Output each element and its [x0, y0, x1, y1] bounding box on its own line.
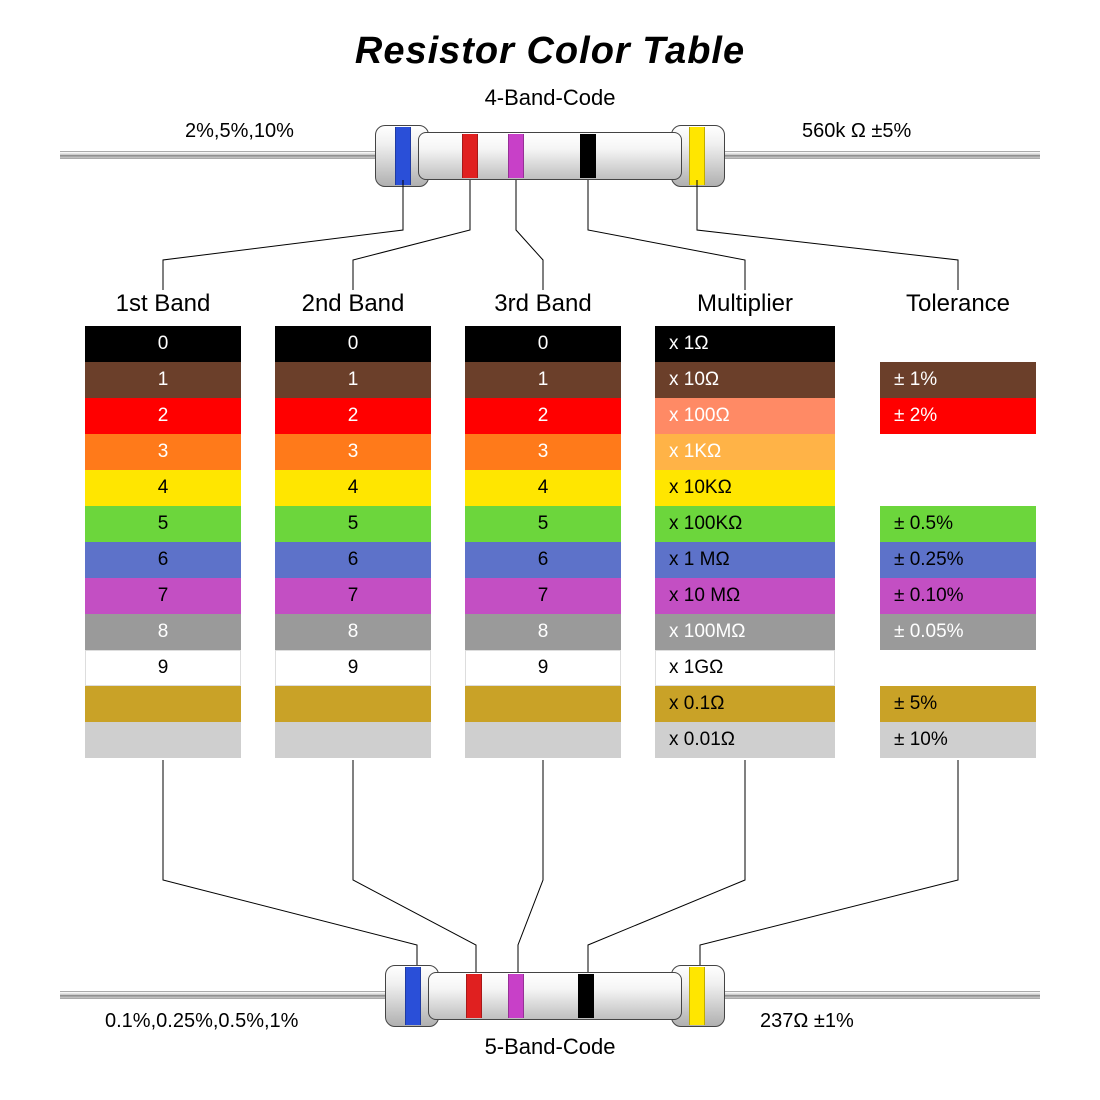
- color-cell: 1: [465, 362, 621, 398]
- top-band-4: [580, 134, 596, 178]
- color-cell: [85, 686, 241, 722]
- col-4: Multiplier x 1Ωx 10Ωx 100Ωx 1KΩx 10KΩx 1…: [655, 290, 835, 758]
- color-cell: 4: [85, 470, 241, 506]
- color-cell: 2: [85, 398, 241, 434]
- color-cell: x 100KΩ: [655, 506, 835, 542]
- col-2: 2nd Band 0123456789: [275, 290, 431, 758]
- color-cell: 5: [275, 506, 431, 542]
- color-cell: ± 2%: [880, 398, 1036, 434]
- bot-band-5: [689, 967, 705, 1025]
- color-cell: 9: [465, 650, 621, 686]
- color-cell: 8: [465, 614, 621, 650]
- color-cell: x 1 MΩ: [655, 542, 835, 578]
- color-cell: 6: [275, 542, 431, 578]
- color-cell: ± 0.5%: [880, 506, 1036, 542]
- color-cell: x 1GΩ: [655, 650, 835, 686]
- color-cell: 0: [85, 326, 241, 362]
- color-cell: x 0.1Ω: [655, 686, 835, 722]
- top-band-2: [462, 134, 478, 178]
- top-band-1: [395, 127, 411, 185]
- color-cell: 5: [465, 506, 621, 542]
- top-band-3: [508, 134, 524, 178]
- color-cell: 3: [465, 434, 621, 470]
- bot-band-4: [578, 974, 594, 1018]
- color-cell: [465, 722, 621, 758]
- col-header-5: Tolerance: [880, 290, 1036, 318]
- color-cell: 6: [465, 542, 621, 578]
- color-cell: [275, 686, 431, 722]
- bot-band-3: [508, 974, 524, 1018]
- color-cell: x 1Ω: [655, 326, 835, 362]
- color-cell: 7: [465, 578, 621, 614]
- color-cell: 7: [275, 578, 431, 614]
- color-cell: 8: [275, 614, 431, 650]
- color-cell: ± 0.05%: [880, 614, 1036, 650]
- color-cell: [465, 686, 621, 722]
- color-cell: 0: [465, 326, 621, 362]
- color-cell: x 10KΩ: [655, 470, 835, 506]
- col-header-1: 1st Band: [85, 290, 241, 318]
- bot-right-text: 237Ω ±1%: [760, 1010, 854, 1033]
- color-cell: ± 10%: [880, 722, 1036, 758]
- top-band-5: [689, 127, 705, 185]
- color-cell: x 100MΩ: [655, 614, 835, 650]
- bot-band-2: [466, 974, 482, 1018]
- color-cell: [85, 722, 241, 758]
- col-3: 3rd Band 0123456789: [465, 290, 621, 758]
- tolerance-gap: [880, 650, 1036, 686]
- bottom-resistor-label: 5-Band-Code: [0, 1034, 1100, 1060]
- col-header-4: Multiplier: [655, 290, 835, 318]
- col-header-3: 3rd Band: [465, 290, 621, 318]
- color-cell: [275, 722, 431, 758]
- color-cell: 4: [275, 470, 431, 506]
- color-cell: 2: [465, 398, 621, 434]
- color-cell: 0: [275, 326, 431, 362]
- tolerance-gap: [880, 434, 1036, 470]
- color-cell: 8: [85, 614, 241, 650]
- color-cell: ± 5%: [880, 686, 1036, 722]
- color-cell: 2: [275, 398, 431, 434]
- page-title: Resistor Color Table: [0, 30, 1100, 73]
- color-cell: 7: [85, 578, 241, 614]
- tolerance-gap: [880, 470, 1036, 506]
- color-cell: ± 0.25%: [880, 542, 1036, 578]
- color-cell: 1: [275, 362, 431, 398]
- color-cell: ± 0.10%: [880, 578, 1036, 614]
- tolerance-gap: [880, 326, 1036, 362]
- color-cell: x 1KΩ: [655, 434, 835, 470]
- color-cell: 3: [85, 434, 241, 470]
- top-resistor: [0, 115, 1100, 195]
- color-cell: x 0.01Ω: [655, 722, 835, 758]
- color-cell: 6: [85, 542, 241, 578]
- color-cell: 4: [465, 470, 621, 506]
- bot-band-1: [405, 967, 421, 1025]
- color-cell: x 10Ω: [655, 362, 835, 398]
- color-cell: x 100Ω: [655, 398, 835, 434]
- color-cell: 9: [275, 650, 431, 686]
- top-resistor-label: 4-Band-Code: [0, 85, 1100, 111]
- col-5: Tolerance ± 1%± 2%± 0.5%± 0.25%± 0.10%± …: [880, 290, 1036, 758]
- color-cell: ± 1%: [880, 362, 1036, 398]
- color-cell: 9: [85, 650, 241, 686]
- bot-left-text: 0.1%,0.25%,0.5%,1%: [105, 1010, 298, 1033]
- col-1: 1st Band 0123456789: [85, 290, 241, 758]
- color-cell: 5: [85, 506, 241, 542]
- color-cell: 3: [275, 434, 431, 470]
- color-cell: 1: [85, 362, 241, 398]
- col-header-2: 2nd Band: [275, 290, 431, 318]
- color-cell: x 10 MΩ: [655, 578, 835, 614]
